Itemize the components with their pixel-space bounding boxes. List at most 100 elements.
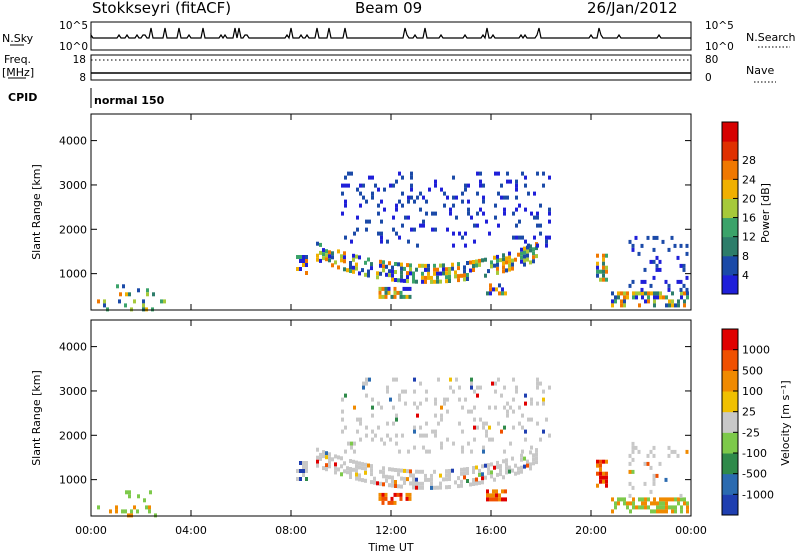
echo-cell <box>380 239 383 244</box>
echo-cell <box>305 271 308 275</box>
echo-cell <box>514 463 517 468</box>
echo-cell <box>377 425 380 430</box>
echo-cell <box>470 385 473 390</box>
echo-cell <box>680 295 683 300</box>
echo-cell <box>341 183 344 188</box>
echo-cell <box>427 271 430 276</box>
echo-cell <box>482 425 485 430</box>
echo-cell <box>412 279 415 284</box>
echo-cell <box>634 235 638 240</box>
echo-cell <box>359 417 362 422</box>
echo-cell <box>463 269 466 274</box>
colorbar-tick-label: -25 <box>742 426 760 439</box>
echo-cell <box>424 267 427 272</box>
echo-cell <box>416 405 419 410</box>
echo-cell <box>373 476 376 481</box>
echo-cell <box>461 405 464 410</box>
echo-cell <box>683 291 686 296</box>
echo-cell <box>445 267 448 272</box>
echo-cell <box>322 252 325 257</box>
echo-cell <box>677 501 680 506</box>
echo-cell <box>398 393 401 398</box>
echo-cell <box>391 483 394 488</box>
echo-cell <box>395 413 398 418</box>
echo-cell <box>472 482 475 486</box>
echo-cell <box>473 425 476 430</box>
colorbar-segment <box>722 122 738 142</box>
echo-cell <box>116 284 119 289</box>
echo-cell <box>536 211 539 216</box>
echo-cell <box>382 470 385 475</box>
echo-cell <box>439 481 442 486</box>
echo-cell <box>509 179 512 184</box>
echo-cell <box>445 271 448 276</box>
echo-cell <box>296 267 299 271</box>
echo-cell <box>623 303 626 308</box>
echo-cell <box>489 291 492 296</box>
echo-cell <box>305 465 308 469</box>
echo-cell <box>362 195 365 200</box>
echo-cell <box>392 377 395 382</box>
echo-cell <box>448 469 451 473</box>
echo-cell <box>370 468 373 473</box>
echo-cell <box>652 453 656 458</box>
echo-cell <box>659 497 662 502</box>
echo-cell <box>439 485 442 490</box>
echo-cell <box>421 275 424 280</box>
echo-cell <box>628 461 632 466</box>
echo-cell <box>682 267 686 272</box>
echo-cell <box>431 227 434 232</box>
echo-cell <box>662 505 665 510</box>
echo-cell <box>386 421 389 426</box>
echo-cell <box>496 262 499 267</box>
echo-cell <box>302 469 305 473</box>
echo-cell <box>542 183 545 188</box>
echo-cell <box>518 219 521 224</box>
echo-cell <box>490 474 493 479</box>
echo-cell <box>484 273 487 278</box>
echo-cell <box>387 290 391 295</box>
echo-cell <box>602 269 605 274</box>
echo-cell <box>683 501 686 506</box>
echo-cell <box>495 287 498 292</box>
echo-cell <box>505 466 508 471</box>
echo-cell <box>380 199 383 204</box>
echo-cell <box>649 465 653 470</box>
echo-cell <box>501 287 504 292</box>
echo-cell <box>679 287 683 292</box>
echo-cell <box>676 255 680 260</box>
echo-cell <box>427 275 430 280</box>
echo-cell <box>371 437 374 442</box>
echo-cell <box>599 277 602 282</box>
echo-cell <box>496 464 499 469</box>
echo-cell <box>659 509 662 514</box>
echo-cell <box>464 397 467 402</box>
echo-cell <box>353 231 356 236</box>
echo-cell <box>128 490 131 495</box>
echo-cell <box>653 291 656 296</box>
echo-cell <box>451 266 454 271</box>
echo-cell <box>643 279 647 284</box>
echo-cell <box>631 279 635 284</box>
echo-cell <box>653 497 656 502</box>
echo-cell <box>536 381 539 386</box>
echo-cell <box>340 456 343 461</box>
echo-cell <box>487 467 490 472</box>
echo-cell <box>137 494 140 499</box>
echo-cell <box>614 505 617 510</box>
echo-cell <box>490 462 493 467</box>
echo-cell <box>362 183 365 188</box>
echo-cell <box>503 449 506 454</box>
echo-cell <box>686 501 689 506</box>
echo-cell <box>479 207 482 212</box>
echo-cell <box>425 433 428 438</box>
echo-cell <box>356 227 359 232</box>
echo-cell <box>445 473 448 478</box>
echo-cell <box>644 497 647 502</box>
echo-cell <box>523 258 526 263</box>
echo-cell <box>299 461 302 465</box>
echo-cell <box>368 175 371 180</box>
echo-cell <box>419 207 422 212</box>
echo-cell <box>328 460 331 465</box>
echo-cell <box>383 207 386 212</box>
